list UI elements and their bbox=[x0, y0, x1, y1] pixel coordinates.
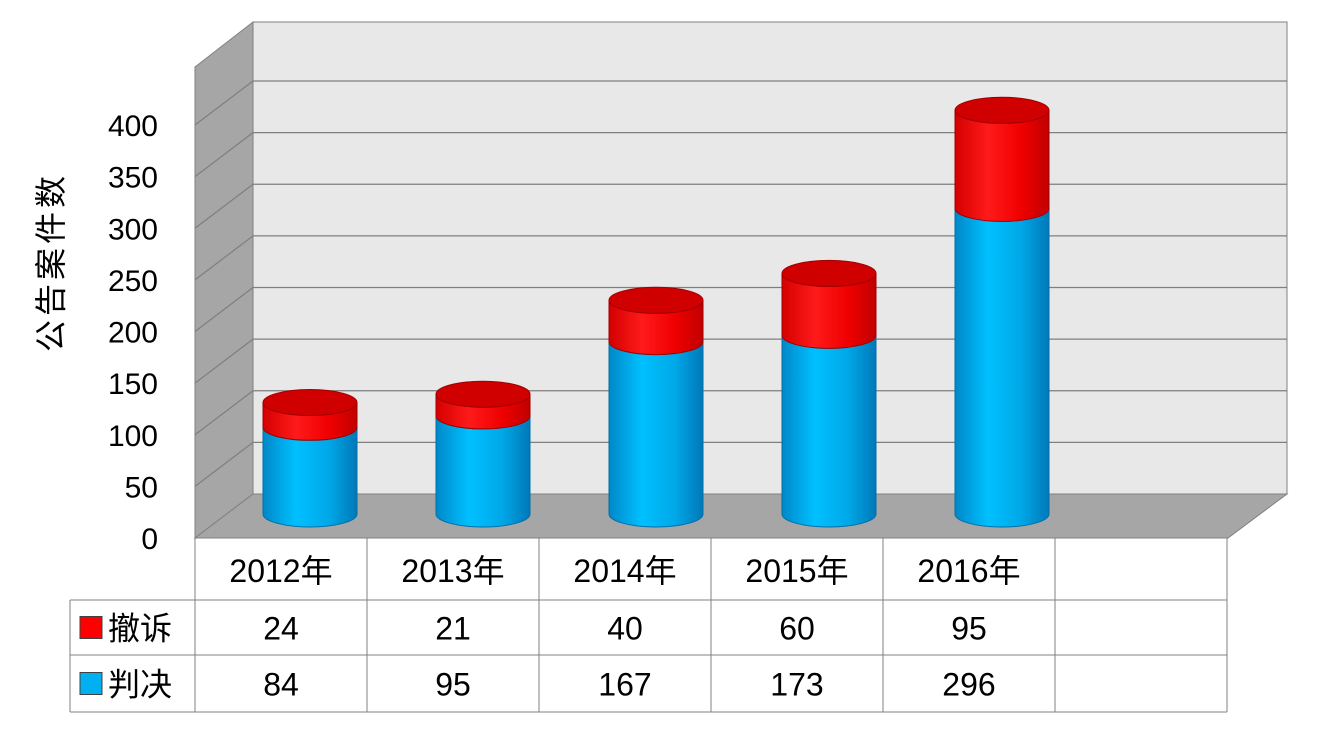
y-tick-label: 150 bbox=[108, 368, 158, 401]
table-header-cell: 2015年 bbox=[745, 553, 848, 589]
table-value-cell: 40 bbox=[607, 611, 643, 647]
y-tick-label: 100 bbox=[108, 420, 158, 453]
y-tick-label: 400 bbox=[108, 110, 158, 143]
legend-swatch-chesu bbox=[79, 616, 103, 639]
gridline-side bbox=[194, 390, 254, 436]
side-wall bbox=[194, 20, 254, 540]
y-tick-label: 50 bbox=[125, 471, 158, 504]
bar-top-2013年 bbox=[435, 380, 531, 408]
bar-top-2016年 bbox=[954, 96, 1050, 124]
y-tick-label: 250 bbox=[108, 265, 158, 298]
bar-panjue-2014年 bbox=[608, 341, 704, 528]
bar-panjue-2015年 bbox=[781, 335, 877, 528]
gridline-side bbox=[194, 80, 254, 126]
table-header-cell: 2014年 bbox=[573, 553, 676, 589]
table-value-cell: 296 bbox=[942, 667, 995, 703]
table-value-cell: 167 bbox=[598, 667, 651, 703]
back-wall bbox=[252, 21, 1288, 495]
bar-top-2014年 bbox=[608, 286, 704, 314]
table-value-cell: 95 bbox=[951, 611, 987, 647]
table-value-cell: 60 bbox=[779, 611, 815, 647]
legend-swatch-panjue bbox=[79, 672, 103, 695]
table-header-cell: 2012年 bbox=[229, 553, 332, 589]
gridlines bbox=[194, 80, 1287, 487]
floor bbox=[193, 493, 1289, 539]
table-value-cell: 21 bbox=[435, 611, 471, 647]
bar-panjue-2012年 bbox=[262, 427, 358, 528]
gridline-side bbox=[194, 441, 254, 487]
gridline-side bbox=[194, 183, 254, 229]
gridline-side bbox=[194, 235, 254, 281]
y-tick-label: 350 bbox=[108, 162, 158, 195]
chart-walls bbox=[193, 20, 1289, 540]
table-header-cell: 2016年 bbox=[917, 553, 1020, 589]
gridline-side bbox=[194, 287, 254, 332]
table-value-cell: 173 bbox=[770, 667, 823, 703]
bar-panjue-2016年 bbox=[954, 208, 1050, 528]
table-value-cell: 24 bbox=[263, 611, 299, 647]
bar-panjue-2013年 bbox=[435, 415, 531, 528]
y-tick-label: 200 bbox=[108, 317, 158, 350]
y-axis: 0 50 100 150 200 250 300 350 400 bbox=[108, 110, 158, 556]
bar-chesu-2016年 bbox=[954, 110, 1050, 222]
gridline-side bbox=[194, 338, 254, 384]
bar-top-2012年 bbox=[262, 388, 358, 416]
bars bbox=[262, 96, 1050, 528]
legend-label: 撤诉 bbox=[108, 611, 172, 647]
y-axis-label: 公告案件数 bbox=[33, 172, 69, 352]
legend-label: 判决 bbox=[108, 667, 172, 703]
table-value-cell: 95 bbox=[435, 667, 471, 703]
gridline-side bbox=[194, 132, 254, 178]
bar-top-2015年 bbox=[781, 259, 877, 287]
y-tick-label: 0 bbox=[141, 523, 158, 556]
y-tick-label: 300 bbox=[108, 213, 158, 246]
table-value-cell: 84 bbox=[263, 667, 299, 703]
table-header-cell: 2013年 bbox=[401, 553, 504, 589]
